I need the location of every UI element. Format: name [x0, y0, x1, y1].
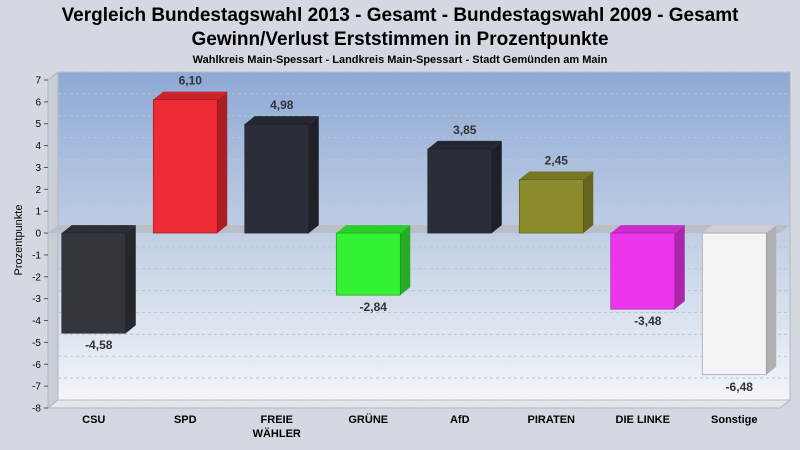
- bar-top: [427, 140, 502, 149]
- bar-side: [766, 225, 777, 375]
- y-tick-label: -4: [32, 316, 41, 327]
- chart-title: Vergleich Bundestagswahl 2013 - Gesamt -…: [0, 4, 800, 52]
- plot-side-wall: [47, 70, 59, 410]
- y-tick-label: 1: [35, 207, 41, 218]
- bar-side: [308, 116, 319, 234]
- value-label: 2,45: [545, 153, 569, 167]
- y-tick-label: 2: [35, 185, 41, 196]
- bars: [61, 91, 777, 376]
- y-tick-label: 6: [35, 97, 41, 108]
- category-label: AfD: [450, 414, 470, 426]
- y-tick-label: 5: [35, 119, 41, 130]
- bar-top: [244, 116, 319, 125]
- y-tick-label: -7: [32, 382, 41, 393]
- bar-6: [610, 225, 685, 310]
- bar-front: [335, 232, 401, 296]
- category-label: FREIE: [261, 414, 293, 426]
- y-tick-label: -8: [32, 404, 41, 415]
- y-tick-label: -1: [32, 250, 41, 261]
- bar-front: [610, 232, 676, 310]
- chart-title-line-1: Vergleich Bundestagswahl 2013 - Gesamt -…: [61, 5, 739, 26]
- y-tick-label: -2: [32, 272, 41, 283]
- category-label: WÄHLER: [253, 427, 301, 440]
- bar-front: [244, 123, 310, 234]
- value-labels: -4,58 6,10 4,98 -2,84 3,85 2,45 -3,48 -6,48: [85, 74, 753, 394]
- bar-front: [701, 232, 767, 376]
- bar-side: [400, 225, 411, 296]
- zero-plane: [48, 225, 790, 234]
- bar-top: [702, 225, 777, 234]
- category-label: SPD: [174, 414, 197, 426]
- bar-3: [335, 225, 411, 296]
- bar-0: [61, 225, 136, 334]
- y-tick-label: -6: [32, 360, 41, 371]
- bar-2: [244, 116, 319, 234]
- bar-4: [427, 140, 502, 234]
- bar-side: [217, 91, 228, 234]
- y-axis-ticks: 7 6 5 4 3 2 1 0 -1 -2 -3 -4 -5 -6 -7 -8: [32, 76, 48, 415]
- y-tick-label: -5: [32, 338, 41, 349]
- y-tick-label: 3: [35, 163, 41, 174]
- bar-side: [674, 225, 685, 310]
- bar-side: [125, 225, 136, 334]
- category-label: GRÜNE: [348, 413, 388, 426]
- value-label: -4,58: [85, 338, 113, 352]
- value-label: 3,85: [453, 123, 477, 137]
- category-label: DIE LINKE: [616, 414, 670, 426]
- y-tick-label: 7: [35, 76, 41, 87]
- bar-top: [610, 225, 685, 234]
- bar-front: [427, 148, 493, 234]
- bar-7: [701, 225, 777, 376]
- bar-top: [519, 171, 594, 180]
- chart-subtitle: Wahlkreis Main-Spessart - Landkreis Main…: [192, 54, 608, 66]
- y-tick-label: 0: [35, 229, 41, 240]
- category-label: CSU: [82, 414, 105, 426]
- bar-top: [153, 91, 228, 100]
- bar-5: [518, 171, 594, 234]
- category-label: Sonstige: [711, 414, 757, 426]
- value-label: -2,84: [360, 300, 388, 314]
- bar-side: [491, 140, 502, 234]
- value-label: -3,48: [634, 314, 662, 328]
- value-label: 6,10: [179, 74, 203, 88]
- category-label: PIRATEN: [528, 414, 576, 426]
- y-tick-label: 4: [35, 141, 41, 152]
- bar-top: [61, 225, 136, 234]
- value-label: -6,48: [726, 380, 754, 394]
- bar-side: [583, 171, 594, 234]
- chart-title-line-2: Gewinn/Verlust Erststimmen in Prozentpun…: [191, 29, 609, 50]
- bar-top: [336, 225, 411, 234]
- y-axis-label: Prozentpunkte: [13, 205, 25, 276]
- y-tick-label: -3: [32, 294, 41, 305]
- plot-floor: [46, 399, 792, 409]
- bar-front: [152, 99, 218, 234]
- bar-1: [152, 91, 228, 234]
- bar-front: [61, 232, 127, 334]
- value-label: 4,98: [270, 98, 294, 112]
- bar-front: [518, 179, 584, 234]
